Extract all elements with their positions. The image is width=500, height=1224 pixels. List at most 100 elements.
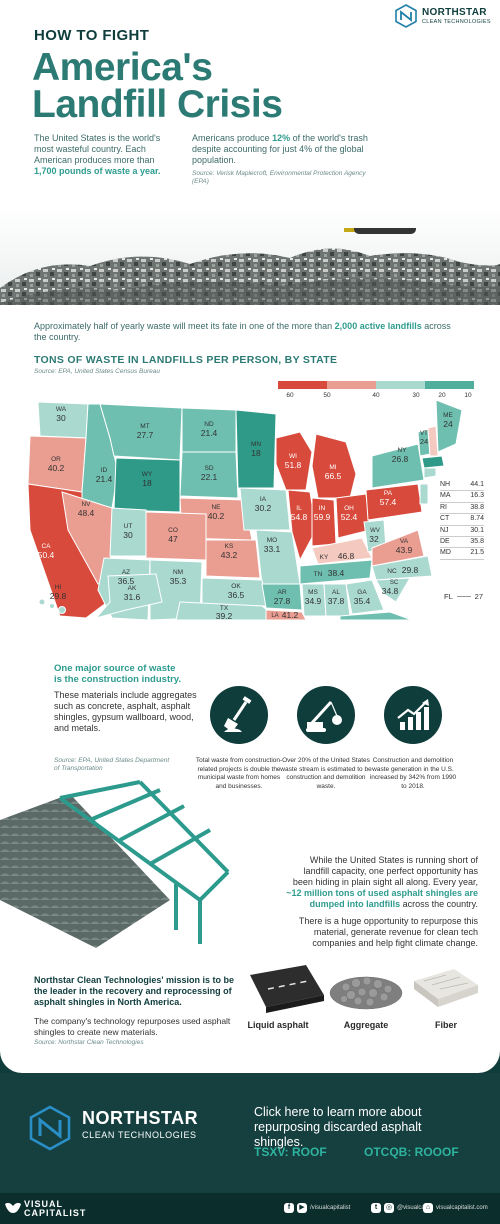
- state-TX[interactable]: [175, 601, 281, 620]
- label-abbr-TN: TN: [314, 571, 323, 578]
- label-abbr-MI: MI: [329, 464, 336, 471]
- social-website[interactable]: visualcapitalist.com: [436, 1205, 488, 1211]
- label-abbr-AK: AK: [128, 585, 137, 592]
- label-abbr-AZ: AZ: [122, 569, 130, 576]
- label-abbr-AL: AL: [332, 589, 340, 596]
- label-value-KS: 43.2: [221, 550, 238, 560]
- label-abbr-AR: AR: [277, 589, 286, 596]
- state-SD[interactable]: [179, 451, 239, 499]
- state-WI[interactable]: [275, 431, 313, 491]
- label-abbr-KS: KS: [225, 543, 234, 550]
- intro-right: Americans produce 12% of the world's tra…: [192, 133, 372, 186]
- label-abbr-OH: OH: [344, 505, 354, 512]
- shingles-paragraph-1: While the United States is running short…: [286, 855, 478, 909]
- social-handle-2[interactable]: @visualcap: [397, 1205, 429, 1211]
- label-value-MS: 34.9: [305, 596, 322, 606]
- state-WY[interactable]: [113, 457, 181, 513]
- label-abbr-IL: IL: [296, 505, 302, 512]
- visual-capitalist-wordmark[interactable]: VISUAL CAPITALIST: [24, 1199, 87, 1218]
- title-line-2: Landfill Crisis: [32, 83, 283, 126]
- material-liquid-asphalt: Liquid asphalt: [247, 1020, 309, 1030]
- label-value-IN: 59.9: [314, 512, 331, 522]
- shingles-paragraph-2: There is a huge opportunity to repurpose…: [298, 916, 478, 948]
- label-abbr-VT: VT: [420, 431, 428, 437]
- social-handle-1[interactable]: /visualcapitalist: [310, 1205, 351, 1211]
- label-value-NC: 29.8: [402, 565, 419, 575]
- state-MT[interactable]: [99, 403, 183, 461]
- label-abbr-WV: WV: [370, 528, 380, 534]
- state-TN[interactable]: [299, 559, 373, 585]
- label-abbr-CO: CO: [168, 527, 178, 534]
- label-value-HI: 29.8: [50, 591, 67, 601]
- crane-wrecking-ball-icon: [297, 686, 355, 744]
- label-abbr-WY: WY: [142, 471, 153, 478]
- label-abbr-NM: NM: [173, 569, 183, 576]
- state-PA[interactable]: [365, 483, 423, 521]
- state-FL[interactable]: [339, 611, 413, 620]
- label-value-ME: 24: [443, 419, 453, 429]
- state-SC[interactable]: [375, 577, 411, 603]
- fact-text-3: Construction and demolition waste genera…: [369, 757, 457, 790]
- label-value-ID: 21.4: [96, 474, 113, 484]
- waste-per-person-highlight: 1,700 pounds of waste a year.: [34, 166, 161, 176]
- label-value-IL: 54.8: [291, 512, 308, 522]
- instagram-icon[interactable]: ◎: [384, 1203, 394, 1213]
- twitter-icon[interactable]: t: [371, 1203, 381, 1213]
- state-LA[interactable]: [265, 609, 307, 620]
- label-value-OH: 52.4: [341, 512, 358, 522]
- label-value-AR: 27.8: [274, 596, 291, 606]
- state-KS[interactable]: [205, 539, 261, 579]
- material-aggregate: Aggregate: [343, 1020, 389, 1030]
- label-value-NV: 48.4: [78, 508, 95, 518]
- state-NJ[interactable]: [419, 483, 429, 505]
- material-fiber: Fiber: [434, 1020, 457, 1030]
- label-abbr-NV: NV: [81, 501, 91, 508]
- fact-text-1: Total waste from construction-related pr…: [195, 757, 283, 790]
- legend-tick: 30: [412, 392, 420, 399]
- legend-swatch-1: [278, 381, 327, 389]
- state-IL[interactable]: [287, 489, 317, 562]
- map-source: Source: EPA, United States Census Bureau: [34, 368, 160, 375]
- state-AK[interactable]: [94, 573, 163, 619]
- label-value-WA: 30: [56, 413, 66, 423]
- label-value-PA: 57.4: [380, 497, 397, 507]
- learn-more-link[interactable]: Click here to learn more about repurposi…: [254, 1105, 422, 1149]
- state-HI[interactable]: [38, 598, 46, 606]
- fl-callout: FL 27: [444, 592, 484, 601]
- northstar-logo[interactable]: NORTHSTAR CLEAN TECHNOLOGIES: [395, 4, 495, 32]
- ne-row-RI: RI 38.8: [440, 503, 484, 515]
- state-VA[interactable]: [371, 529, 425, 567]
- ne-row-MA: MA 16.3: [440, 491, 484, 503]
- state-CA[interactable]: [27, 483, 111, 619]
- intro-source: Source: Verisk Maplecroft, Environmental…: [192, 170, 366, 185]
- state-NY[interactable]: [371, 443, 425, 489]
- state-IA[interactable]: [239, 487, 291, 531]
- footer-northstar-logo[interactable]: NORTHSTAR CLEAN TECHNOLOGIES: [28, 1105, 198, 1156]
- fact-text-2: Over 20% of the United States waste stre…: [280, 757, 372, 790]
- state-GA[interactable]: [345, 579, 385, 615]
- youtube-icon[interactable]: ▶: [297, 1203, 307, 1213]
- legend-tick: 40: [372, 392, 380, 399]
- label-abbr-MN: MN: [251, 441, 261, 448]
- state-labels: WA 30 OR 40.2 ID 21.4 MT 27.7 WY 18 ND 2…: [38, 406, 454, 620]
- label-abbr-NC: NC: [387, 568, 397, 575]
- state-AR[interactable]: [261, 583, 303, 611]
- state-CT[interactable]: [423, 467, 437, 479]
- legend-tick: 20: [438, 392, 446, 399]
- website-icon[interactable]: ⌂: [423, 1203, 433, 1213]
- state-MA[interactable]: [421, 455, 445, 469]
- state-NC[interactable]: [371, 555, 433, 581]
- state-ME[interactable]: [435, 399, 463, 453]
- legend-tick: 50: [323, 392, 331, 399]
- active-landfills-highlight: 2,000 active landfills: [334, 321, 422, 331]
- label-abbr-CA: CA: [41, 543, 51, 550]
- ne-row-CT: CT 8.74: [440, 514, 484, 526]
- label-abbr-SC: SC: [390, 580, 399, 586]
- brand-sub: CLEAN TECHNOLOGIES: [422, 19, 491, 25]
- facebook-icon[interactable]: f: [284, 1203, 294, 1213]
- ne-row-NJ: NJ 30.1: [440, 526, 484, 538]
- label-value-MO: 33.1: [264, 544, 281, 554]
- liquid-asphalt-icon: [250, 965, 324, 1013]
- state-MN[interactable]: [235, 409, 277, 489]
- state-NH[interactable]: [427, 425, 439, 457]
